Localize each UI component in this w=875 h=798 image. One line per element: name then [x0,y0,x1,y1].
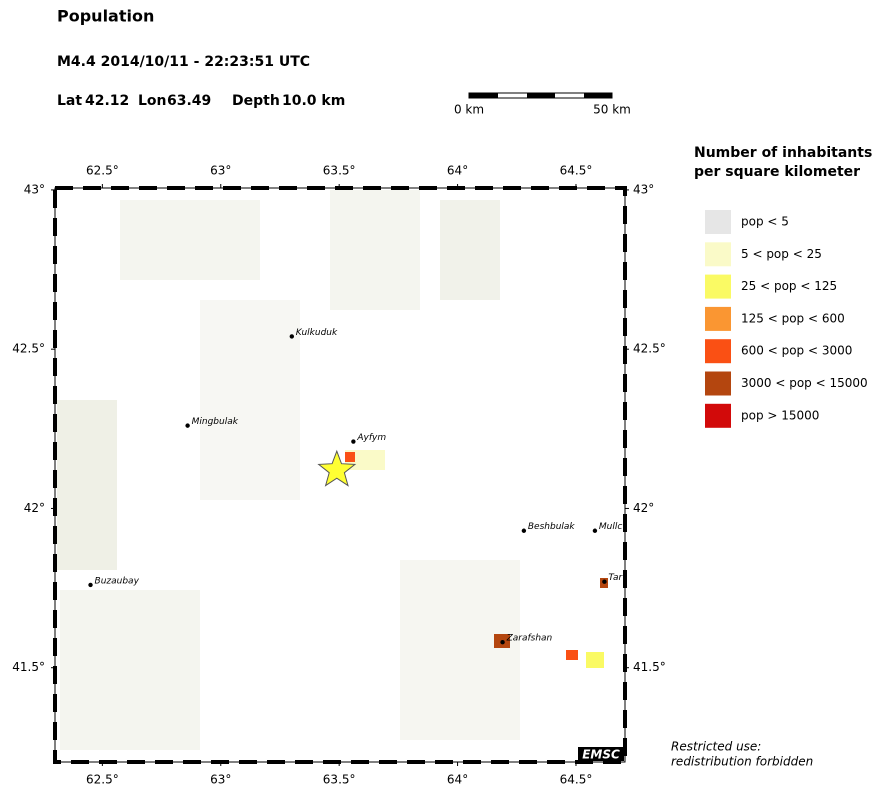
lon-tick-label: 64° [447,773,468,787]
place-label: Mingbulak [192,417,239,427]
lon-tick-label: 64.5° [560,164,593,178]
lon: 63.49 [167,93,211,109]
place-label: Buzaubay [95,576,140,586]
place-label: Beshbulak [528,522,576,532]
lat-tick-label: 42° [633,501,654,515]
lat-tick-label: 41.5° [12,660,45,674]
population-patches [57,190,608,750]
scale-bar [468,92,613,99]
lat-tick-label: 42.5° [633,342,666,356]
lon-tick-label: 62.5° [86,773,119,787]
legend-swatch [705,210,731,234]
place-label: Mullc [599,522,622,532]
place-dot [185,423,190,428]
place-label: Tar [608,573,623,583]
legend-swatch [705,339,731,364]
legend-swatch [705,274,731,299]
lon-tick-label: 63° [210,773,231,787]
lat-tick-label: 43° [633,182,654,196]
lat: 42.12 [85,93,129,109]
scale-start: 0 km [454,103,484,117]
epicenter [317,449,357,487]
lat-label: Lat [57,93,82,109]
map [53,186,627,764]
legend-swatch [705,306,731,331]
legend-label: 600 < pop < 3000 [741,344,852,358]
lat-tick-label: 42.5° [12,342,45,356]
place-dot [88,582,93,588]
lat-tick-label: 42° [24,501,45,515]
legend-label: 3000 < pop < 15000 [741,376,868,390]
place-dot [500,640,505,645]
credit: EMSC [582,748,620,762]
legend-label: pop < 5 [741,215,789,229]
lon-tick-label: 63.5° [323,164,356,178]
lon-tick-label: 64° [447,164,468,178]
notice: redistribution forbidden [671,755,813,769]
place-dot [521,528,527,533]
legend-label: pop > 15000 [741,408,819,422]
title: Population [57,7,154,26]
place-dot [351,439,356,444]
legend-swatch [705,371,731,396]
legend-swatch [705,242,731,267]
legend-label: 5 < pop < 25 [741,247,822,261]
lat-tick-label: 41.5° [633,660,666,674]
depth: 10.0 km [282,93,345,109]
place-label: Kulkuduk [296,328,338,338]
legend-label: 125 < pop < 600 [741,311,845,325]
scale-end: 50 km [593,103,631,117]
legend-label: 25 < pop < 125 [741,279,837,293]
place-label: Zarafshan [506,634,553,644]
place-dot [602,579,607,584]
depth-label: Depth [232,93,280,109]
event: M4.4 2014/10/11 - 22:23:51 UTC [57,54,310,70]
legend-title: per square kilometer [694,164,860,180]
place-label: Ayfym [356,433,386,443]
lon-label: Lon [138,93,167,109]
lon-tick-label: 64.5° [560,773,593,787]
place-dot [289,334,295,339]
notice: Restricted use: [671,740,761,754]
place-dot [592,528,598,533]
lon-tick-label: 62.5° [86,164,119,178]
legend-title: Number of inhabitants [694,145,872,161]
lon-tick-label: 63° [210,164,231,178]
lon-tick-label: 63.5° [323,773,356,787]
lat-tick-label: 43° [24,182,45,196]
legend-swatch [705,403,731,428]
